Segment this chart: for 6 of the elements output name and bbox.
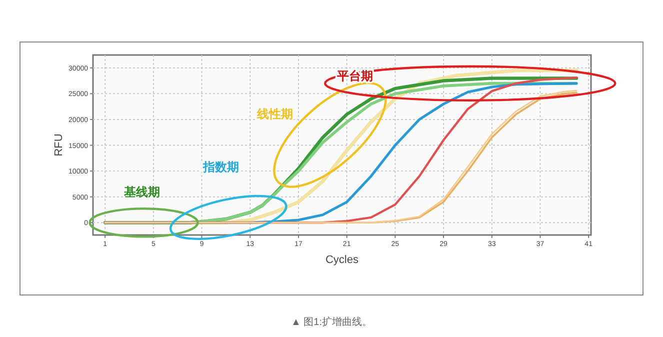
annotation: 基线期 [123, 185, 160, 199]
annotation: 线性期 [256, 107, 293, 121]
text: ▲ 图1:扩增曲线。 [290, 316, 372, 328]
annotation: 指数期 [202, 160, 239, 174]
x-axis-title: Cycles [325, 254, 359, 266]
y-axis-title: RFU [53, 134, 65, 156]
